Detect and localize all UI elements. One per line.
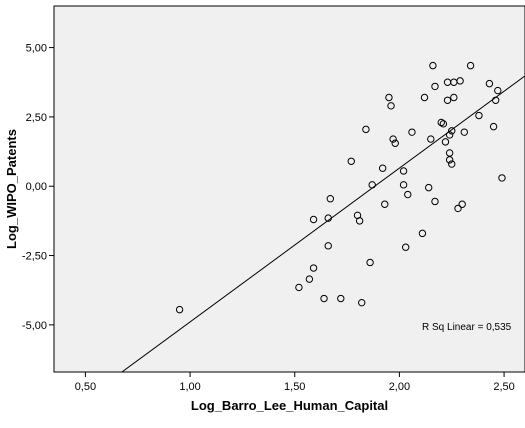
data-point [378, 164, 387, 172]
x-tick-label: 1,50 [284, 381, 305, 393]
data-point [362, 125, 370, 134]
data-point [437, 118, 445, 127]
data-point [460, 128, 468, 136]
data-point [401, 243, 410, 251]
data-point [454, 204, 462, 213]
data-point [489, 122, 498, 131]
data-point [443, 96, 452, 104]
data-point [458, 200, 466, 208]
data-point [387, 102, 395, 110]
data-point [429, 61, 437, 70]
data-point [466, 61, 475, 70]
data-point [358, 298, 366, 307]
data-point [418, 229, 427, 238]
y-tick-label: 5,00 [26, 43, 47, 55]
data-point [389, 135, 397, 143]
data-point [309, 215, 318, 224]
data-point [324, 242, 332, 250]
plot-background [53, 5, 525, 373]
y-tick-label: 0,00 [26, 181, 47, 193]
data-point [337, 294, 345, 303]
data-point [324, 214, 332, 222]
data-point [439, 120, 448, 128]
y-axis: 5,00 2,50 0,00 -2,50 -5,00 [22, 43, 54, 332]
x-axis-title: Log_Barro_Lee_Human_Capital [191, 398, 388, 413]
y-tick-label: -2,50 [22, 251, 47, 263]
r-squared-annotation: R Sq Linear = 0,535 [422, 322, 512, 333]
x-tick-label: 1,00 [179, 381, 200, 393]
data-point [355, 217, 364, 225]
data-point [456, 77, 464, 85]
data-point [445, 156, 454, 164]
data-point [175, 305, 184, 314]
data-point [450, 93, 458, 102]
data-point [498, 174, 506, 182]
y-tick-label: 2,50 [26, 112, 47, 124]
x-tick-label: 2,00 [389, 381, 410, 393]
data-point [491, 96, 500, 104]
data-point [431, 197, 439, 206]
data-point [366, 258, 374, 267]
data-point [445, 131, 454, 139]
data-point [305, 275, 314, 283]
data-point [326, 195, 335, 203]
data-point [309, 264, 318, 272]
data-point [448, 127, 456, 135]
data-point [441, 138, 450, 146]
data-point [408, 128, 416, 136]
data-point [431, 82, 439, 91]
x-axis: 0,50 1,00 1,50 2,00 2,50 [75, 372, 515, 393]
data-point [347, 157, 355, 165]
data-point [385, 93, 393, 102]
x-tick-label: 0,50 [75, 381, 96, 393]
y-axis-title: Log_WIPO_Patents [4, 129, 19, 249]
data-point [420, 93, 429, 102]
data-point [295, 283, 303, 292]
data-point [485, 79, 494, 88]
y-tick-label: -5,00 [22, 320, 47, 332]
data-point [425, 183, 433, 192]
data-point [448, 160, 456, 168]
data-point [494, 86, 502, 95]
data-point [399, 181, 408, 189]
data-point [404, 190, 412, 199]
data-point [320, 294, 328, 303]
data-point [368, 181, 376, 189]
data-point [445, 149, 454, 157]
data-point [391, 139, 399, 147]
data-point [427, 135, 435, 143]
data-point [475, 111, 483, 120]
data-point [399, 167, 408, 175]
data-points [175, 61, 506, 314]
x-tick-label: 2,50 [493, 381, 514, 393]
data-point [381, 200, 389, 208]
